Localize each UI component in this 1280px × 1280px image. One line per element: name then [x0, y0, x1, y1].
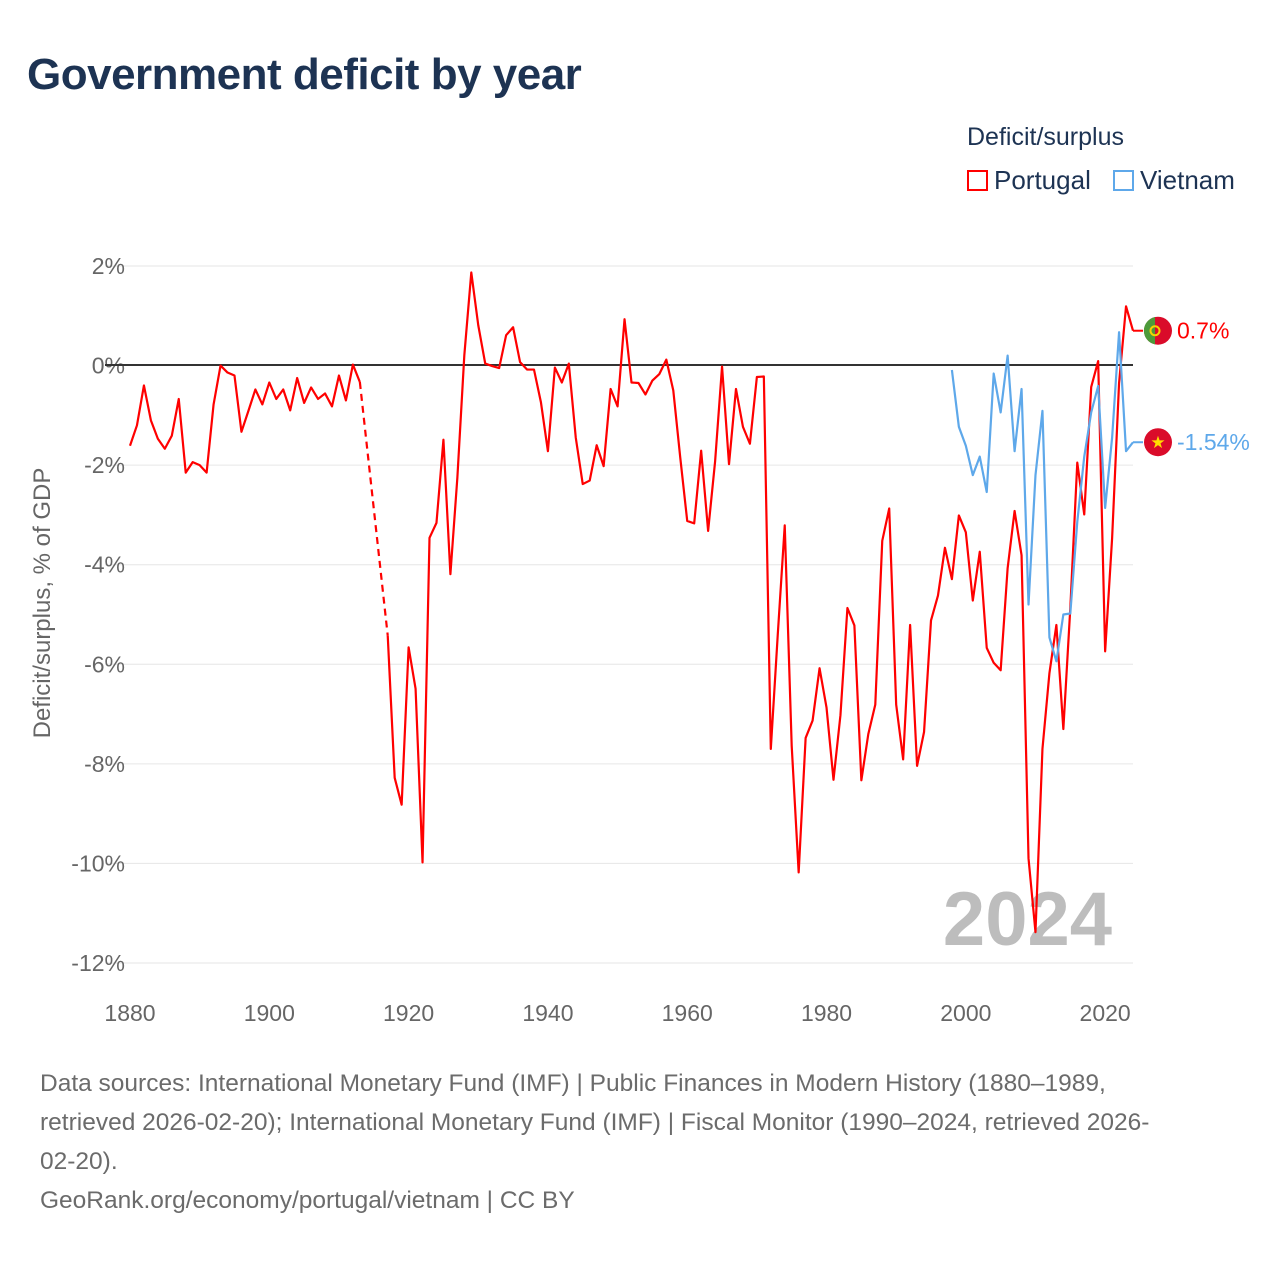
y-tick-label: -4%	[84, 552, 125, 578]
end-label-vietnam: -1.54%	[1177, 429, 1250, 455]
footer-sources-line-3: 02-20).	[40, 1148, 118, 1175]
y-tick-label: -6%	[84, 651, 125, 677]
legend-item-portugal[interactable]: Portugal	[967, 165, 1091, 196]
y-axis-ticks: 2%0%-2%-4%-6%-8%-10%-12%	[71, 253, 125, 976]
legend-swatch-portugal	[967, 170, 988, 191]
legend-label-portugal: Portugal	[994, 165, 1091, 195]
series-gap-portugal	[358, 381, 389, 636]
y-tick-label: -10%	[71, 850, 125, 876]
end-labels: 0.7% ★ -1.54%	[1133, 316, 1250, 457]
x-tick-label: 1980	[801, 1000, 852, 1026]
x-tick-label: 1960	[662, 1000, 713, 1026]
series-lines	[128, 271, 1135, 934]
series-line-portugal	[386, 271, 1135, 934]
x-axis-ticks: 1880 1900 1920 1940 1960 1980 2000 2020	[104, 1000, 1130, 1026]
footer-sources-line-1: Data sources: International Monetary Fun…	[40, 1070, 1106, 1097]
footer-attribution-link[interactable]: GeoRank.org/economy/portugal/vietnam | C…	[40, 1187, 575, 1214]
y-tick-label: -2%	[84, 452, 125, 478]
y-tick-label: -8%	[84, 751, 125, 777]
legend-swatch-vietnam	[1113, 170, 1134, 191]
svg-text:★: ★	[1150, 433, 1165, 453]
legend-item-vietnam[interactable]: Vietnam	[1113, 165, 1235, 196]
x-tick-label: 1920	[383, 1000, 434, 1026]
y-axis-title: Deficit/surplus, % of GDP	[29, 468, 56, 739]
x-tick-label: 1880	[104, 1000, 155, 1026]
x-tick-label: 2020	[1080, 1000, 1131, 1026]
page-title: Government deficit by year	[27, 50, 582, 99]
footer-sources-line-2: retrieved 2026-02-20); International Mon…	[40, 1109, 1150, 1136]
x-tick-label: 1940	[522, 1000, 573, 1026]
x-tick-label: 2000	[940, 1000, 991, 1026]
legend-label-vietnam: Vietnam	[1140, 165, 1235, 195]
y-tick-label: 2%	[92, 253, 125, 279]
vietnam-flag-icon: ★	[1144, 428, 1172, 457]
series-line-vietnam	[950, 331, 1134, 663]
end-label-portugal: 0.7%	[1177, 318, 1229, 344]
x-tick-label: 1900	[244, 1000, 295, 1026]
legend-title: Deficit/surplus	[967, 123, 1124, 151]
gridlines	[105, 265, 1133, 964]
y-tick-label: -12%	[71, 950, 125, 976]
portugal-flag-icon	[1143, 316, 1172, 345]
current-year-watermark: 2024	[943, 877, 1112, 962]
series-line-portugal	[128, 363, 361, 474]
